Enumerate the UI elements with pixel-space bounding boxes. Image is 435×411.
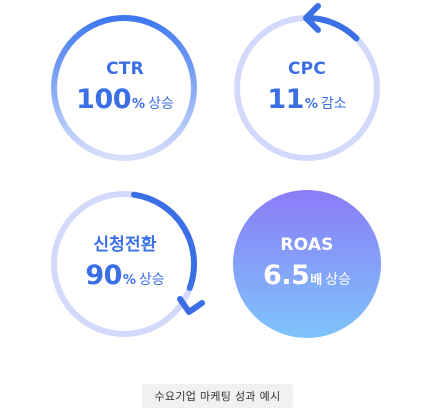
metric-name: ROAS xyxy=(280,235,334,255)
metric-value: 90 xyxy=(85,260,122,291)
metric-conversion: 신청전환 90% 상승 xyxy=(50,235,200,296)
conv-ring-arc xyxy=(131,191,197,291)
metric-name: CTR xyxy=(106,59,144,79)
ctr-ring xyxy=(51,15,197,161)
cpc-arrow-icon xyxy=(303,3,321,33)
metric-value-line: 6.5배 상승 xyxy=(232,261,382,296)
caption: 수요기업 마케팅 성과 예시 xyxy=(0,384,435,408)
metric-unit: % xyxy=(132,97,146,112)
metric-cpc: CPC 11% 감소 xyxy=(232,59,382,120)
metric-change: 상승 xyxy=(138,272,165,288)
cpc-ring-arc xyxy=(307,15,360,42)
metric-change: 감소 xyxy=(320,96,347,112)
metric-value-line: 100% 상승 xyxy=(50,85,200,120)
metric-name: 신청전환 xyxy=(93,235,157,255)
metric-value: 6.5 xyxy=(262,260,310,291)
metric-unit: 배 xyxy=(310,273,323,288)
roas-circle xyxy=(233,190,381,338)
metric-ctr: CTR 100% 상승 xyxy=(50,59,200,120)
conv-arrow-icon xyxy=(177,296,205,315)
metric-change: 상승 xyxy=(148,96,174,112)
metric-unit: % xyxy=(122,273,136,288)
metric-change: 상승 xyxy=(325,272,352,288)
metric-value: 11 xyxy=(267,84,304,115)
metric-value-line: 90% 상승 xyxy=(50,261,200,296)
caption-label: 수요기업 마케팅 성과 예시 xyxy=(142,384,293,408)
metric-value-line: 11% 감소 xyxy=(232,85,382,120)
metric-name: CPC xyxy=(287,59,326,79)
metric-roas: ROAS 6.5배 상승 xyxy=(232,235,382,296)
metric-unit: % xyxy=(304,97,318,112)
metric-value: 100 xyxy=(76,84,132,115)
